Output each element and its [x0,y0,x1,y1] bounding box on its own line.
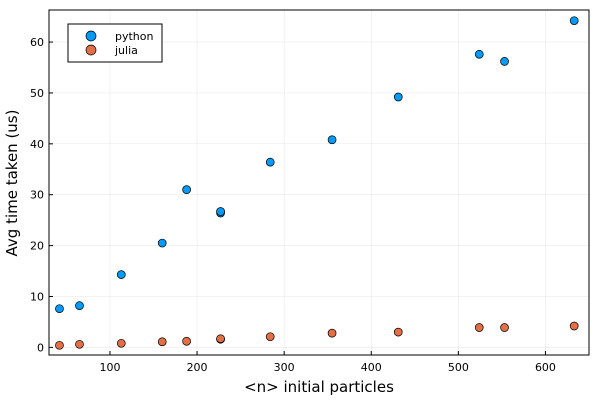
data-point-python [157,238,167,248]
x-tick-label: 600 [535,361,556,374]
x-tick-label: 200 [187,361,208,374]
data-point-julia [216,334,225,344]
grid [49,10,589,355]
data-point-julia [265,332,275,342]
data-point-python [182,185,191,194]
x-tick-label: 500 [448,361,469,374]
data-point-python [393,92,403,102]
legend-marker-julia [85,44,97,56]
data-point-python [116,270,126,279]
data-point-julia [157,337,167,347]
y-tick-label: 10 [30,290,44,303]
data-point-julia [75,339,84,349]
data-point-julia [474,323,484,332]
data-point-julia [116,338,126,348]
data-point-python [569,16,579,26]
data-point-python [216,207,225,216]
legend-label-python: python [115,30,154,43]
legend-label-julia: julia [114,44,138,57]
data-point-julia [55,340,64,350]
data-point-python [327,135,337,145]
x-axis-ticks: 100 200 300 400 500 600 [99,351,556,374]
legend: python julia [67,23,163,63]
legend-box [67,23,163,63]
y-axis-label: Avg time taken (us) [3,110,21,257]
x-tick-label: 400 [361,361,382,374]
y-axis-ticks: 0 10 20 30 40 50 60 [30,36,53,354]
y-tick-label: 0 [37,341,44,354]
data-points [55,16,579,350]
data-point-python [500,57,509,66]
y-tick-label: 30 [30,189,44,202]
x-tick-label: 300 [274,361,295,374]
data-point-python [265,157,275,167]
data-point-python [55,304,64,314]
x-tick-label: 100 [99,361,120,374]
data-point-julia [393,327,403,337]
data-point-julia [327,328,337,338]
legend-marker-python [85,30,97,42]
data-point-julia [569,321,579,331]
y-tick-label: 60 [30,36,44,49]
plot-frame [48,9,590,356]
data-point-python [75,301,84,310]
x-axis-label: <n> initial particles [244,378,394,396]
y-tick-label: 50 [30,87,44,100]
data-point-julia [182,336,191,346]
data-point-julia [500,323,509,332]
y-tick-label: 40 [30,138,44,151]
data-point-python [474,49,484,59]
y-tick-label: 20 [30,240,44,253]
